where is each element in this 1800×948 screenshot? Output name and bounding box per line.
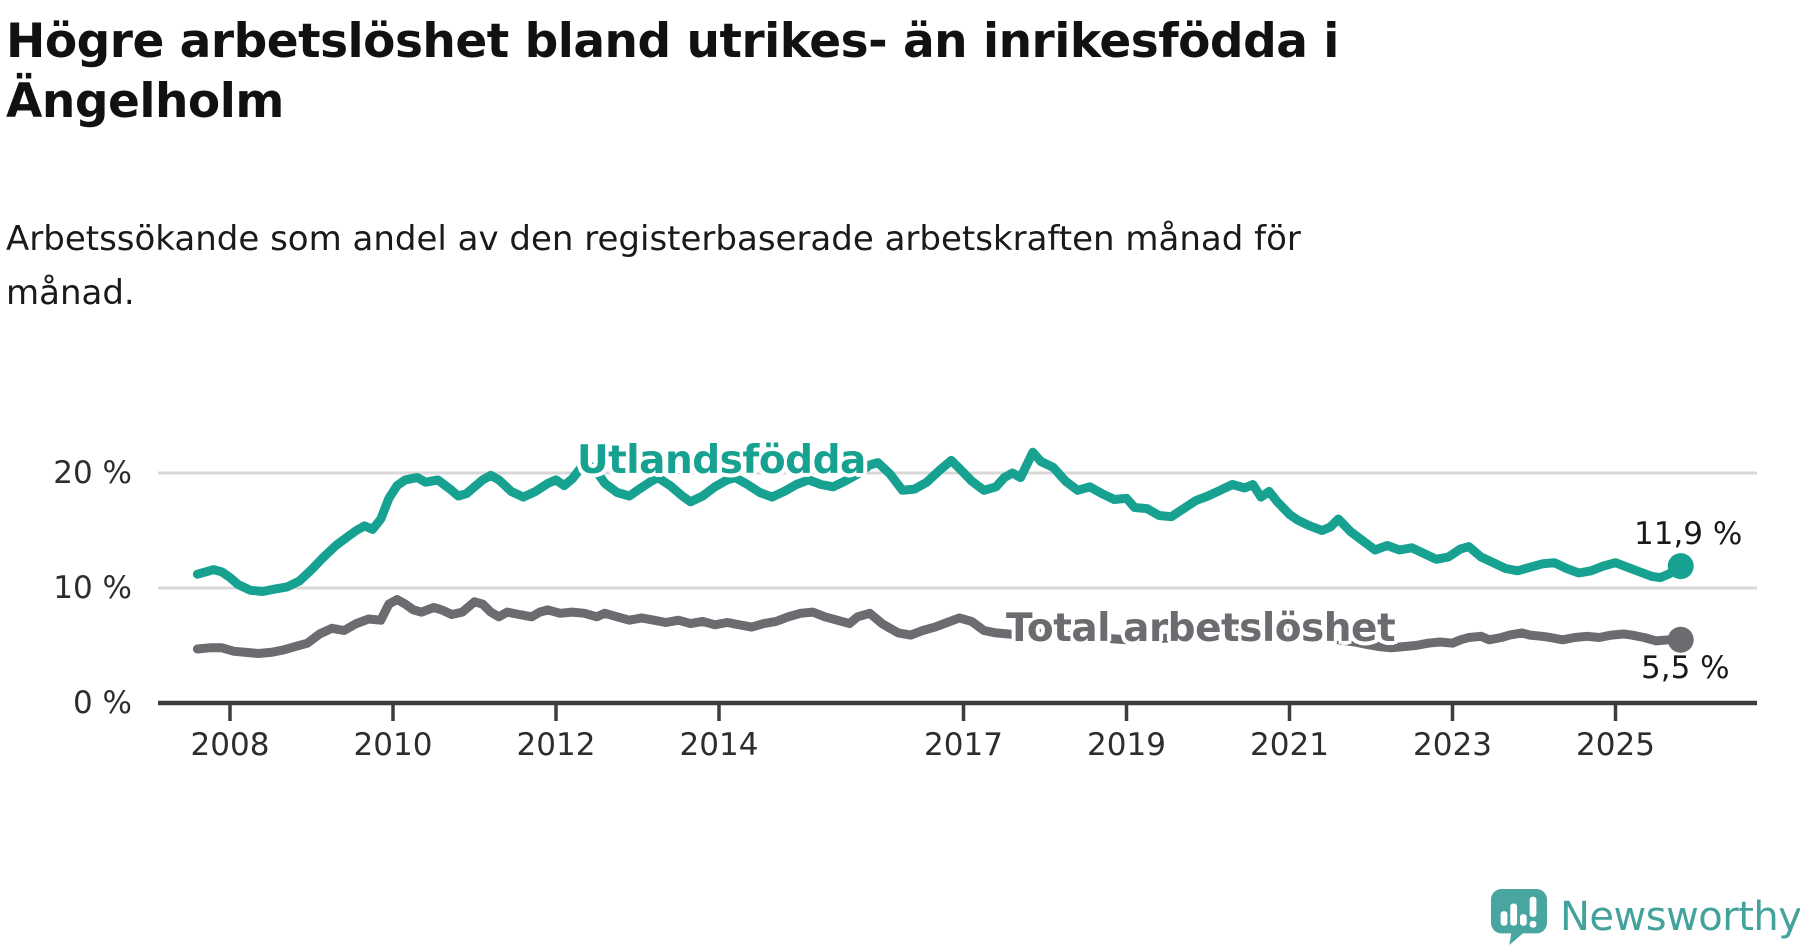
- x-tick-label: 2012: [516, 727, 596, 763]
- x-tick-label: 2025: [1576, 727, 1655, 763]
- chart-title-line2: Ängelholm: [6, 74, 284, 129]
- series-line: [192, 595, 1686, 658]
- end-value-label-total-arbetsloshet: 5,5 %: [1641, 650, 1730, 686]
- brand-name: Newsworthy: [1560, 894, 1800, 940]
- chart-subtitle-line1: Arbetssökande som andel av den registerb…: [6, 219, 1301, 259]
- x-tick-label: 2014: [679, 727, 759, 763]
- x-tick-label: 2010: [353, 727, 433, 763]
- chart-subtitle-line2: månad.: [6, 273, 135, 313]
- end-value-label-utlandsfodda: 11,9 %: [1634, 516, 1743, 552]
- x-tick-label: 2019: [1087, 727, 1166, 763]
- bar-chart-speech-bubble-icon: [1490, 888, 1548, 946]
- series-end-dot: [1667, 626, 1694, 653]
- series-line: [192, 447, 1686, 596]
- series-end-dot: [1667, 553, 1694, 580]
- y-tick-label: 10 %: [53, 570, 132, 606]
- chart-title-line1: Högre arbetslöshet bland utrikes- än inr…: [6, 14, 1339, 69]
- y-tick-label: 20 %: [53, 455, 132, 491]
- series-label-total-arbetsloshet: Total arbetslöshet: [1006, 606, 1396, 651]
- y-tick-label: 0 %: [72, 685, 132, 721]
- x-tick-label: 2017: [924, 727, 1003, 763]
- newsworthy-logo: Newsworthy: [1490, 888, 1800, 946]
- series-label-utlandsfodda: Utlandsfödda: [577, 438, 866, 483]
- x-tick-label: 2021: [1250, 727, 1329, 763]
- x-tick-label: 2023: [1413, 727, 1492, 763]
- chart-subtitle: Arbetssökande som andel av den registerb…: [6, 212, 1566, 320]
- chart-title: Högre arbetslöshet bland utrikes- än inr…: [6, 12, 1606, 132]
- x-tick-label: 2008: [190, 727, 270, 763]
